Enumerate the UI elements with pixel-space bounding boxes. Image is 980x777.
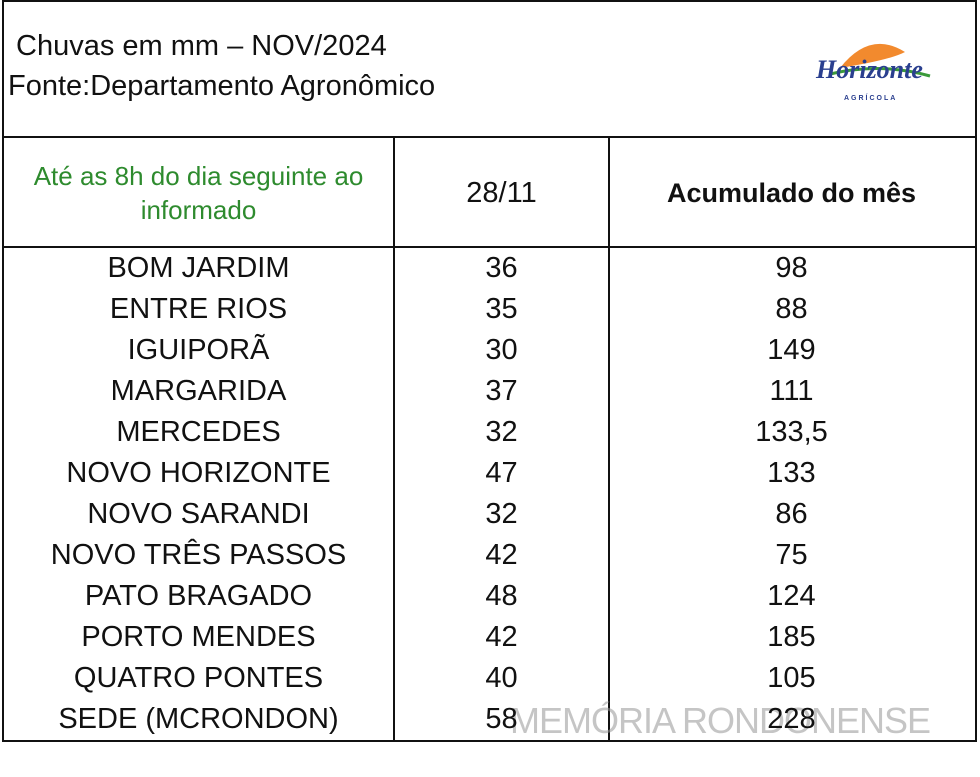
value-cell: 47 [485,457,518,489]
location-cell: MERCEDES [116,416,281,448]
location-cell: NOVO TRÊS PASSOS [50,539,347,571]
value-cell: 30 [485,334,518,366]
divider [2,136,975,138]
value-cell: 228 [767,703,816,735]
location-cell: PATO BRAGADO [84,580,313,612]
location-cell: SEDE (MCRONDON) [58,703,339,735]
value-cell: 37 [485,375,518,407]
logo-subtext: AGRÍCOLA [844,93,897,102]
value-cell: 58 [485,703,518,735]
location-cell: PORTO MENDES [81,621,316,653]
column-header: Até as 8h do dia seguinte ao informado [33,161,364,225]
value-cell: 32 [485,498,518,530]
location-cell: ENTRE RIOS [109,293,288,325]
column-header: 28/11 [466,176,537,209]
value-cell: 98 [775,252,808,284]
table-frame [2,0,977,742]
logo: Horizonte AGRÍCOLA [815,43,931,102]
source: Fonte:Departamento Agronômico [8,70,436,102]
column-divider [393,136,395,740]
value-cell: 36 [485,252,518,284]
value-cell: 88 [775,293,808,325]
value-cell: 42 [485,621,518,653]
location-cell: IGUIPORÃ [127,334,270,366]
value-cell: 48 [485,580,518,612]
logo-text: Horizonte [815,55,923,84]
divider [2,246,975,248]
value-cell: 40 [485,662,518,694]
value-cell: 124 [767,580,816,612]
value-cell: 133,5 [755,416,828,448]
location-cell: NOVO HORIZONTE [66,457,331,489]
value-cell: 75 [775,539,808,571]
location-cell: BOM JARDIM [107,252,290,284]
title: Chuvas em mm – NOV/2024 [16,30,387,62]
value-cell: 42 [485,539,518,571]
value-cell: 111 [769,375,814,407]
value-cell: 35 [485,293,518,325]
value-cell: 149 [767,334,816,366]
column-header: Acumulado do mês [666,177,917,208]
value-cell: 105 [767,662,816,694]
watermark: MEMÓRIA RONDONENSE [510,700,931,741]
location-cell: NOVO SARANDI [87,498,310,530]
logo-swoosh [829,66,931,78]
value-cell: 185 [767,621,816,653]
column-divider [608,136,610,740]
value-cell: 86 [775,498,808,530]
location-cell: MARGARIDA [110,375,287,407]
value-cell: 32 [485,416,518,448]
value-cell: 133 [767,457,816,489]
logo-sun [840,43,905,68]
location-cell: QUATRO PONTES [73,662,324,694]
